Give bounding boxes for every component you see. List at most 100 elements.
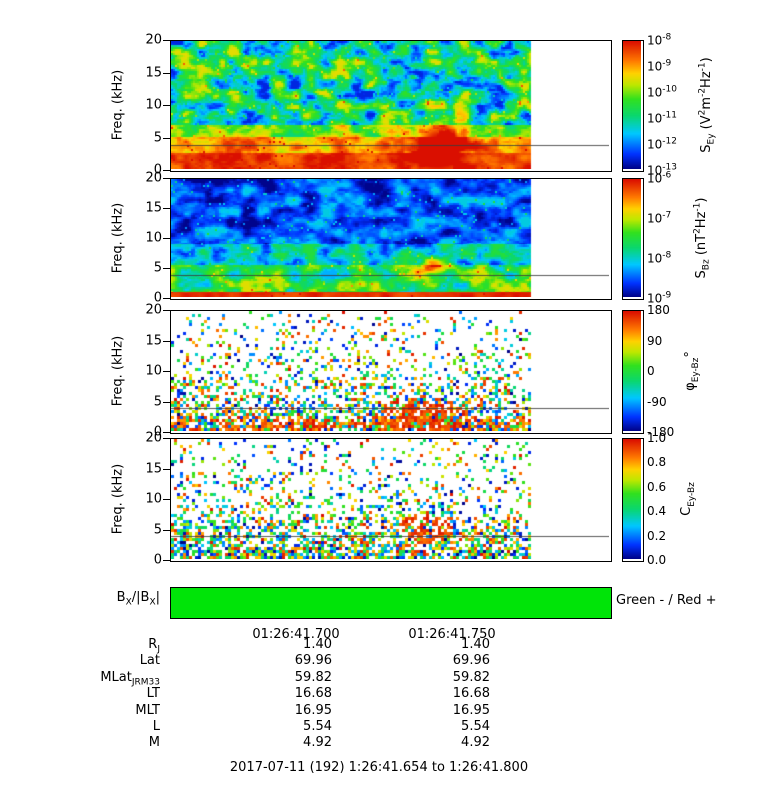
colorbar-tick-label-sey-0: 10-8 xyxy=(647,32,672,48)
ephemeris-value-lat-1: 69.96 xyxy=(452,653,490,669)
colorbar-axis-label-sbz: SBz (nT2Hz-1) xyxy=(692,197,712,279)
y-tick-label-coherence-10: 10 xyxy=(145,491,162,507)
ephemeris-label-lt: LT xyxy=(146,686,160,702)
y-tick-mark xyxy=(163,499,170,500)
ephemeris-value-mlt-1: 16.95 xyxy=(452,702,490,718)
ephemeris-label-mlat: MLatJRM33 xyxy=(100,669,160,688)
y-tick-label-phase-20: 20 xyxy=(145,302,162,318)
y-tick-label-sbz-10: 10 xyxy=(145,230,162,246)
y-tick-label-coherence-5: 5 xyxy=(153,522,162,537)
y-tick-mark xyxy=(163,401,170,403)
y-tick-label-sey-0: 0 xyxy=(153,162,162,178)
y-tick-mark xyxy=(163,298,170,299)
colorbar-tick-label-coherence-5: 0.0 xyxy=(647,553,667,567)
colorbar-gradient-sbz xyxy=(623,179,641,297)
figure-caption: 2017-07-11 (192) 1:26:41.654 to 1:26:41.… xyxy=(229,760,529,775)
y-tick-mark xyxy=(163,529,170,531)
bx-sign-legend: Green - / Red + xyxy=(616,593,717,608)
bx-sign-bar xyxy=(170,587,612,619)
y-tick-label-sey-10: 10 xyxy=(145,97,162,113)
ephemeris-label-lat: Lat xyxy=(139,653,160,669)
y-tick-mark xyxy=(163,310,170,311)
colorbar-phase xyxy=(622,310,644,434)
y-tick-mark xyxy=(163,238,170,239)
y-tick-label-coherence-15: 15 xyxy=(145,461,162,476)
colorbar-tick-label-phase-1: 90 xyxy=(647,333,663,348)
spectrogram-canvas-phase xyxy=(171,311,609,431)
colorbar-axis-label-coherence: CEy-Bz xyxy=(679,482,697,516)
colorbar-tick-label-sbz-3: 10-9 xyxy=(647,290,672,306)
y-tick-mark xyxy=(163,178,170,179)
y-tick-label-phase-10: 10 xyxy=(145,363,162,379)
colorbar-sbz xyxy=(622,178,644,300)
ephemeris-value-mlt-0: 16.95 xyxy=(294,702,332,718)
spectrogram-canvas-coherence xyxy=(171,439,609,559)
ephemeris-label-m: M xyxy=(148,735,160,751)
y-tick-label-sey-15: 15 xyxy=(145,65,162,80)
ephemeris-value-mlat-1: 59.82 xyxy=(452,669,490,685)
colorbar-axis-label-phase: φEy-Bz° xyxy=(683,351,701,391)
y-tick-mark xyxy=(163,105,170,106)
ephemeris-label-rj: RJ xyxy=(148,637,160,655)
y-tick-label-sey-20: 20 xyxy=(145,32,162,48)
colorbar-tick-label-sbz-0: 10-6 xyxy=(647,170,672,186)
ephemeris-value-lat-0: 69.96 xyxy=(294,653,332,669)
colorbar-coherence xyxy=(622,438,644,562)
y-tick-mark xyxy=(163,268,170,269)
time-tick-label-0: 01:26:41.700 xyxy=(252,627,340,642)
y-tick-label-phase-0: 0 xyxy=(153,424,162,440)
colorbar-tick-label-phase-4: -180 xyxy=(647,425,675,439)
colorbar-tick-label-phase-3: -90 xyxy=(647,394,667,409)
colorbar-tick-label-coherence-1: 0.8 xyxy=(647,455,667,470)
y-tick-label-sey-5: 5 xyxy=(153,130,162,145)
colorbar-tick-label-sey-4: 10-12 xyxy=(647,136,677,152)
y-tick-label-sbz-5: 5 xyxy=(153,260,162,276)
spectrogram-canvas-sbz xyxy=(171,179,609,297)
colorbar-tick-label-coherence-3: 0.4 xyxy=(647,504,667,519)
plot-area-sbz xyxy=(170,178,612,300)
y-tick-mark xyxy=(163,137,170,139)
colorbar-sey xyxy=(622,40,644,172)
colorbar-gradient-sey xyxy=(623,41,641,169)
time-tick-label-1: 01:26:41.750 xyxy=(408,627,496,642)
y-tick-mark xyxy=(163,432,170,433)
colorbar-tick-label-sey-2: 10-10 xyxy=(647,84,677,100)
colorbar-tick-label-coherence-2: 0.6 xyxy=(647,479,667,494)
ephemeris-label-mlt: MLT xyxy=(135,702,160,718)
y-tick-label-phase-15: 15 xyxy=(145,333,162,348)
y-tick-label-coherence-0: 0 xyxy=(153,552,162,568)
plot-area-coherence xyxy=(170,438,612,562)
y-tick-mark xyxy=(163,72,170,74)
colorbar-axis-label-sey: SEy (V2m-2Hz-1) xyxy=(697,57,717,153)
y-tick-mark xyxy=(163,208,170,209)
ephemeris-value-lt-1: 16.68 xyxy=(452,686,490,702)
ephemeris-value-rj-0: 1.40 xyxy=(303,637,332,652)
y-tick-mark xyxy=(163,468,170,470)
colorbar-tick-label-sey-3: 10-11 xyxy=(647,110,677,126)
colorbar-tick-label-sey-5: 10-13 xyxy=(647,162,677,178)
colorbar-tick-label-sbz-1: 10-7 xyxy=(647,210,672,226)
ephemeris-value-lt-0: 16.68 xyxy=(294,686,332,702)
colorbar-tick-label-phase-0: 180 xyxy=(647,303,670,317)
y-tick-label-sbz-15: 15 xyxy=(145,200,162,216)
y-tick-mark xyxy=(163,371,170,372)
y-tick-label-sbz-0: 0 xyxy=(153,290,162,306)
ephemeris-value-m-0: 4.92 xyxy=(303,735,332,751)
ephemeris-label-l: L xyxy=(152,719,160,734)
colorbar-tick-label-coherence-0: 1.0 xyxy=(647,431,667,445)
colorbar-tick-label-phase-2: 0 xyxy=(647,364,655,378)
ephemeris-value-l-0: 5.54 xyxy=(303,719,332,734)
colorbar-gradient-coherence xyxy=(623,439,641,559)
ephemeris-value-l-1: 5.54 xyxy=(461,719,490,734)
colorbar-tick-label-sey-1: 10-9 xyxy=(647,58,672,74)
plot-area-phase xyxy=(170,310,612,434)
ephemeris-value-rj-1: 1.40 xyxy=(461,637,490,652)
y-tick-label-coherence-20: 20 xyxy=(145,430,162,446)
colorbar-tick-label-sbz-2: 10-8 xyxy=(647,250,672,266)
bx-sign-bar-label: BX/|BX| xyxy=(116,590,160,608)
plot-area-sey xyxy=(170,40,612,172)
y-tick-mark xyxy=(163,560,170,561)
spectrogram-canvas-sey xyxy=(171,41,609,169)
y-tick-label-phase-5: 5 xyxy=(153,394,162,409)
